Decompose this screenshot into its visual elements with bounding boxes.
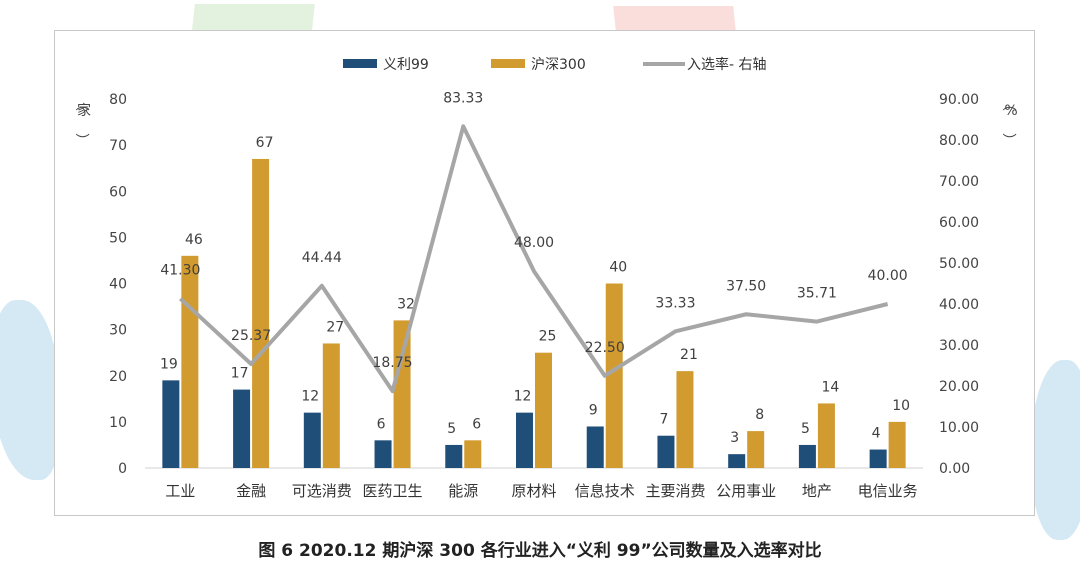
y-left-tick-label: 60 <box>109 184 127 200</box>
legend-label-rate: 入选率- 右轴 <box>687 56 767 73</box>
bar-yili99 <box>516 412 533 468</box>
bar-hs300 <box>817 403 835 468</box>
x-category-label: 信息技术 <box>575 482 635 500</box>
data-label-hs300: 25 <box>539 329 557 345</box>
x-category-label: 医药卫生 <box>363 482 423 500</box>
data-label-hs300: 27 <box>326 319 344 335</box>
bar-yili99 <box>374 440 392 468</box>
y-right-axis-title: （%） <box>1000 97 1018 147</box>
bar-hs300 <box>676 371 694 468</box>
chart-svg: 0 10 20 30 40 50 60 70 80 0.00 10.00 20.00 30.00 40.0… <box>73 56 1018 500</box>
data-label-rate: 18.75 <box>372 355 412 371</box>
chart-area: 0 10 20 30 40 50 60 70 80 0.00 10.00 20.00 30.00 40.0… <box>54 30 1035 516</box>
bar-yili99 <box>303 412 321 468</box>
y-right-tick-label: 40.00 <box>939 297 979 313</box>
data-label-yili99: 5 <box>801 421 810 437</box>
y-right-tick-label: 30.00 <box>939 338 979 354</box>
y-left-tick-label: 50 <box>109 230 127 246</box>
data-label-rate: 83.33 <box>443 90 483 106</box>
bar-yili99 <box>445 444 463 468</box>
data-label-yili99: 7 <box>659 412 668 428</box>
data-label-hs300: 10 <box>892 398 910 414</box>
data-label-yili99: 12 <box>301 389 319 405</box>
bar-yili99 <box>657 435 675 468</box>
bar-hs300 <box>393 320 411 468</box>
data-label-yili99: 5 <box>447 421 456 437</box>
background-decoration <box>1030 360 1080 540</box>
y-right-tick-label: 90.00 <box>939 92 979 108</box>
data-label-hs300: 32 <box>397 296 415 312</box>
data-label-yili99: 3 <box>730 430 739 446</box>
x-category-label: 公用事业 <box>716 482 776 500</box>
y-left-axis-title: （家） <box>73 97 91 147</box>
data-label-rate: 41.30 <box>160 263 200 279</box>
y-right-tick-label: 50.00 <box>939 256 979 272</box>
legend-label-hs300: 沪深300 <box>531 57 586 73</box>
bar-yili99 <box>162 380 180 468</box>
y-left-tick-label: 80 <box>109 92 127 108</box>
data-label-rate: 40.00 <box>868 268 908 284</box>
y-right-tick-label: 80.00 <box>939 133 979 149</box>
y-left-tick-label: 0 <box>118 461 127 477</box>
data-label-hs300: 6 <box>472 416 481 432</box>
data-label-yili99: 19 <box>160 356 178 372</box>
bar-hs300 <box>535 352 552 468</box>
bar-yili99 <box>728 454 746 468</box>
x-category-label: 工业 <box>165 482 195 500</box>
bar-hs300 <box>605 283 623 468</box>
y-left-tick-label: 30 <box>109 323 127 339</box>
bar-hs300 <box>888 421 906 468</box>
x-category-label: 电信业务 <box>858 482 918 500</box>
line-selection-rate <box>179 124 889 394</box>
x-category-label: 能源 <box>448 482 478 500</box>
y-right-tick-label: 20.00 <box>939 379 979 395</box>
y-left-tick-label: 20 <box>109 369 127 385</box>
data-label-rate: 48.00 <box>514 235 554 251</box>
y-left-tick-label: 10 <box>109 415 127 431</box>
legend-label-yili99: 义利99 <box>383 57 429 73</box>
x-category-label: 主要消费 <box>645 482 705 500</box>
data-label-yili99: 6 <box>377 416 386 432</box>
y-right-tick-label: 60.00 <box>939 215 979 231</box>
data-label-hs300: 14 <box>821 379 839 395</box>
data-label-rate: 33.33 <box>655 295 695 311</box>
data-label-yili99: 4 <box>872 426 881 442</box>
bar-yili99 <box>798 444 816 468</box>
data-label-hs300: 21 <box>680 347 698 363</box>
background-decoration <box>0 300 60 480</box>
figure-caption: 图 6 2020.12 期沪深 300 各行业进入“义利 99”公司数量及入选率… <box>258 541 822 561</box>
data-label-rate: 25.37 <box>231 328 271 344</box>
y-right-tick-label: 70.00 <box>939 174 979 190</box>
bar-hs300 <box>322 343 340 468</box>
data-label-hs300: 67 <box>256 135 274 151</box>
bar-yili99 <box>233 389 251 468</box>
x-category-label: 原材料 <box>511 482 556 500</box>
data-label-yili99: 12 <box>514 389 532 405</box>
y-right-tick-label: 0.00 <box>939 461 970 477</box>
x-category-label: 金融 <box>236 482 266 500</box>
x-category-label: 地产 <box>802 482 832 500</box>
bar-yili99 <box>586 426 604 468</box>
data-label-rate: 37.50 <box>726 278 766 294</box>
data-label-rate: 35.71 <box>797 286 837 302</box>
data-label-rate: 44.44 <box>302 250 342 266</box>
legend-swatch-yili99 <box>343 59 377 68</box>
bar-hs300 <box>252 158 270 468</box>
data-label-hs300: 40 <box>609 260 627 276</box>
data-label-rate: 22.50 <box>585 340 625 356</box>
x-category-label: 可选消费 <box>292 482 352 500</box>
bar-hs300 <box>747 431 765 468</box>
y-left-tick-label: 70 <box>109 138 127 154</box>
data-label-hs300: 8 <box>755 407 764 423</box>
data-label-hs300: 46 <box>185 232 203 248</box>
bar-hs300 <box>464 440 482 468</box>
data-label-yili99: 9 <box>589 402 598 418</box>
bar-yili99 <box>869 449 887 468</box>
y-right-tick-label: 10.00 <box>939 420 979 436</box>
bar-hs300 <box>181 255 199 468</box>
legend-swatch-hs300 <box>491 59 525 68</box>
data-label-yili99: 17 <box>231 366 249 382</box>
y-left-tick-label: 40 <box>109 277 127 293</box>
